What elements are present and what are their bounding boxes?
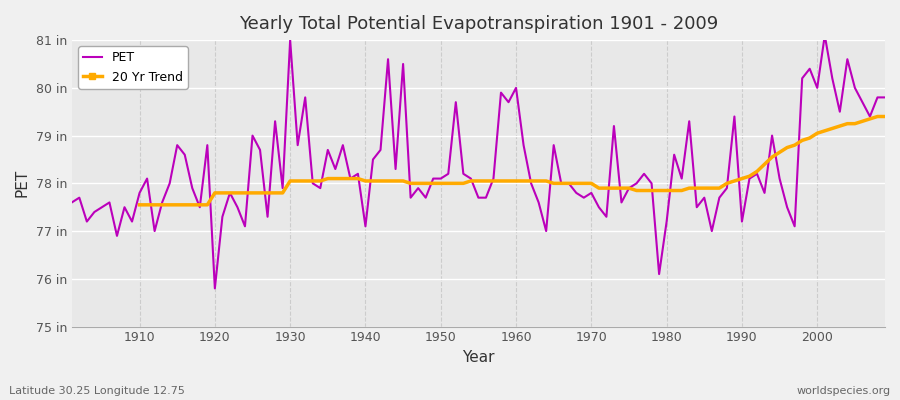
X-axis label: Year: Year (462, 350, 495, 365)
Legend: PET, 20 Yr Trend: PET, 20 Yr Trend (78, 46, 188, 89)
Text: Latitude 30.25 Longitude 12.75: Latitude 30.25 Longitude 12.75 (9, 386, 184, 396)
Text: worldspecies.org: worldspecies.org (796, 386, 891, 396)
Y-axis label: PET: PET (15, 169, 30, 198)
Title: Yearly Total Potential Evapotranspiration 1901 - 2009: Yearly Total Potential Evapotranspiratio… (238, 15, 718, 33)
